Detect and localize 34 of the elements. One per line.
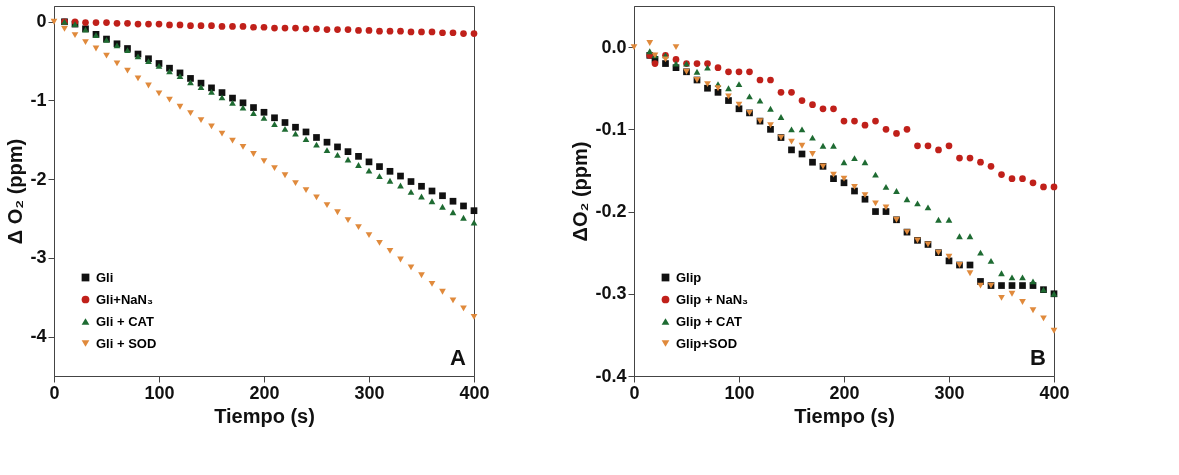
y-tick-label: -4 (30, 326, 47, 347)
x-tick-label: 0 (629, 382, 640, 403)
x-tick-label: 300 (354, 382, 385, 403)
y-axis-title: ΔO₂ (ppm) (569, 141, 592, 242)
legend-label: Gli (96, 269, 114, 285)
y-tick-label: 0 (36, 11, 47, 32)
x-tick-label: 200 (249, 382, 280, 403)
legend-label: Glip (676, 269, 702, 285)
y-tick-label: -0.4 (595, 365, 627, 386)
y-axis-title: Δ O₂ (ppm) (4, 138, 27, 245)
x-tick-label: 0 (49, 382, 60, 403)
legend-label: Glip + CAT (676, 313, 742, 329)
y-tick-label: -3 (30, 247, 47, 268)
y-tick-label: 0.0 (601, 36, 627, 57)
annotation: A (450, 345, 467, 370)
x-tick-label: 100 (144, 382, 175, 403)
x-tick-label: 300 (934, 382, 965, 403)
x-axis-title: Tiempo (s) (794, 404, 895, 427)
y-tick-label: -0.3 (595, 283, 627, 304)
legend-label: Gli + SOD (96, 335, 157, 351)
x-tick-label: 100 (724, 382, 755, 403)
x-tick-label: 400 (1039, 382, 1070, 403)
legend-label: Gli + CAT (96, 313, 154, 329)
x-tick-label: 200 (829, 382, 860, 403)
y-tick-label: -1 (30, 89, 47, 110)
x-axis-title: Tiempo (s) (214, 404, 315, 427)
legend-label: Glip+SOD (676, 335, 738, 351)
y-tick-label: -2 (30, 168, 47, 189)
legend-label: Glip + NaN₃ (676, 291, 749, 307)
legend-label: Gli+NaN₃ (96, 291, 153, 307)
x-tick-label: 400 (459, 382, 490, 403)
y-tick-label: -0.1 (595, 118, 627, 139)
y-tick-label: -0.2 (595, 201, 627, 222)
annotation: B (1030, 345, 1046, 370)
